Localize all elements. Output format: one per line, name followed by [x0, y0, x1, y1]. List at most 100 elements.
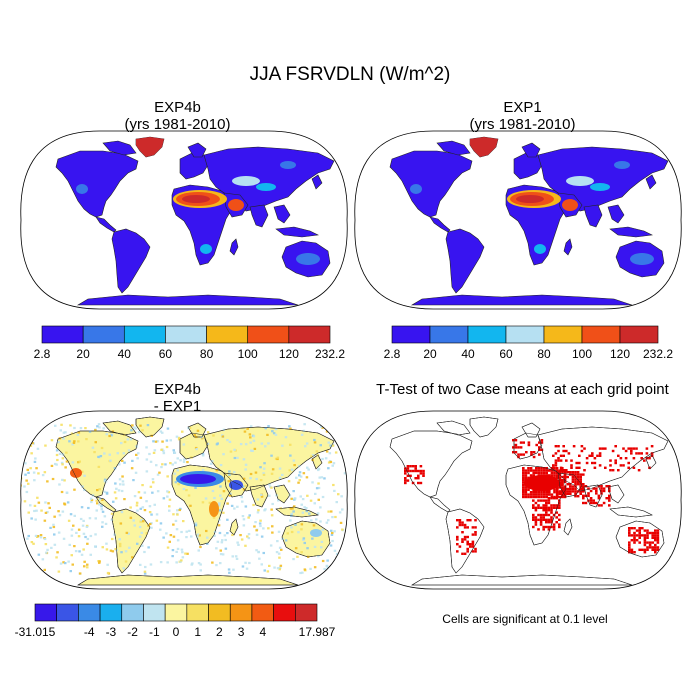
- panel-title-exp4b: EXP4b (yrs 1981-2010): [55, 99, 300, 133]
- colorbar-label: -31.015: [15, 625, 56, 639]
- colorbar-label: 40: [461, 347, 475, 361]
- panel-title-diff-line1: EXP4b: [154, 381, 201, 398]
- land-southAmerica: [111, 228, 151, 294]
- land-japan: [311, 454, 323, 470]
- colorbar-label: 3: [238, 625, 245, 639]
- colorbar-swatch: [467, 325, 507, 344]
- panel-title-exp1-line1: EXP1: [503, 99, 542, 116]
- land-seAsia: [273, 204, 291, 224]
- land-canadaIsl: [436, 140, 471, 156]
- colorbar-swatch: [288, 325, 331, 344]
- colorbar-label: -1: [149, 625, 160, 639]
- land-indonesia: [275, 226, 320, 238]
- panel-title-ttest-line1: T-Test of two Case means at each grid po…: [376, 381, 669, 398]
- colorbar-label: 120: [610, 347, 630, 361]
- land-scand: [187, 142, 207, 158]
- land-northAmerica: [389, 430, 473, 498]
- land-india: [249, 204, 269, 228]
- colorbar-swatch: [56, 603, 79, 622]
- hot-regions: [76, 137, 320, 265]
- colorbar-label: 2.8: [34, 347, 51, 361]
- colorbar-label: 80: [537, 347, 551, 361]
- land-madagascar: [563, 238, 573, 256]
- land-india: [583, 204, 603, 228]
- land-japan: [645, 174, 657, 190]
- figure-title: JJA FSRVDLN (W/m^2): [249, 64, 451, 85]
- colorbar-label: 232.2: [643, 347, 673, 361]
- colorbar-swatch: [543, 325, 583, 344]
- land-centralAm: [429, 496, 451, 513]
- hot-regions: [410, 137, 654, 265]
- colorbar-swatch: [206, 325, 249, 344]
- colorbar-swatch: [581, 325, 621, 344]
- colorbar-swatch: [123, 325, 166, 344]
- colorbar-label: -4: [84, 625, 95, 639]
- colorbar-swatch: [619, 325, 659, 344]
- colorbar-diff: -31.015 -4 -3 -2 -1 0 1 2 3 4 17.987: [15, 603, 336, 639]
- colorbar-label: -3: [106, 625, 117, 639]
- colorbar-swatch: [391, 325, 431, 344]
- colorbar-label: 2.8: [384, 347, 401, 361]
- colorbar-swatch: [429, 325, 469, 344]
- colorbar-swatch: [208, 603, 231, 622]
- land-madagascar: [229, 238, 239, 256]
- significance-note: Cells are significant at 0.1 level: [442, 612, 608, 626]
- colorbar-label: 80: [200, 347, 214, 361]
- panel-title-exp4b-line1: EXP4b: [154, 99, 201, 116]
- colorbar-swatch: [99, 603, 123, 622]
- colorbar-swatch: [82, 325, 125, 344]
- colorbar-swatch: [229, 603, 253, 622]
- map-exp4b: [20, 130, 348, 310]
- land-australia: [281, 520, 331, 558]
- colorbar-swatch: [78, 603, 101, 622]
- land-indonesia: [609, 226, 654, 238]
- colorbar-label: 232.2: [315, 347, 345, 361]
- colorbar-label: 2: [216, 625, 223, 639]
- map-diff: [20, 410, 348, 590]
- colorbar-swatch: [165, 325, 207, 344]
- colorbar-label: 120: [279, 347, 299, 361]
- colorbar-swatch: [121, 603, 144, 622]
- land-scand: [521, 142, 541, 158]
- colorbar-label: 40: [118, 347, 132, 361]
- land-antarctica: [76, 294, 299, 306]
- map-ttest: [354, 410, 682, 590]
- map-frame: [354, 410, 682, 590]
- colorbar-swatch: [295, 603, 318, 622]
- panel-title-exp1: EXP1 (yrs 1981-2010): [400, 99, 645, 133]
- colorbar-label: 60: [499, 347, 513, 361]
- land-greenland: [135, 416, 165, 438]
- map-frame: [354, 130, 682, 310]
- map-frame: [20, 130, 348, 310]
- map-frame: [20, 410, 348, 590]
- colorbar-swatch: [186, 603, 209, 622]
- land-canadaIsl: [102, 140, 137, 156]
- colorbar-exp1: 2.8 20 40 60 80 100 120 232.2: [384, 325, 673, 361]
- colorbar-swatch: [505, 325, 545, 344]
- land-centralAm: [429, 216, 451, 233]
- colorbar-label: 4: [259, 625, 266, 639]
- land-northAmerica: [55, 150, 139, 218]
- colorbar-swatch: [251, 603, 274, 622]
- panel-title-ttest: T-Test of two Case means at each grid po…: [350, 381, 695, 398]
- land-seAsia: [607, 204, 625, 224]
- significant-cells: [404, 439, 660, 555]
- colorbar-swatch: [34, 603, 57, 622]
- colorbar-swatch: [164, 603, 188, 622]
- colorbar-label: 20: [423, 347, 437, 361]
- land-greenland: [469, 416, 499, 438]
- colorbar-label: 100: [238, 347, 258, 361]
- land-southAmerica: [445, 228, 485, 294]
- colorbar-swatch: [143, 603, 166, 622]
- panel-title-exp4b-line2: (yrs 1981-2010): [124, 116, 231, 133]
- colorbar-label: 1: [194, 625, 201, 639]
- colorbar-swatch: [41, 325, 84, 344]
- land-northAmerica: [389, 150, 473, 218]
- panel-title-exp1-line2: (yrs 1981-2010): [469, 116, 576, 133]
- colorbar-label: 60: [159, 347, 173, 361]
- colorbar-label: 0: [173, 625, 180, 639]
- colorbar-label: -2: [127, 625, 138, 639]
- land-antarctica: [410, 294, 633, 306]
- colorbar-label: 20: [76, 347, 90, 361]
- colorbar-label: 17.987: [299, 625, 336, 639]
